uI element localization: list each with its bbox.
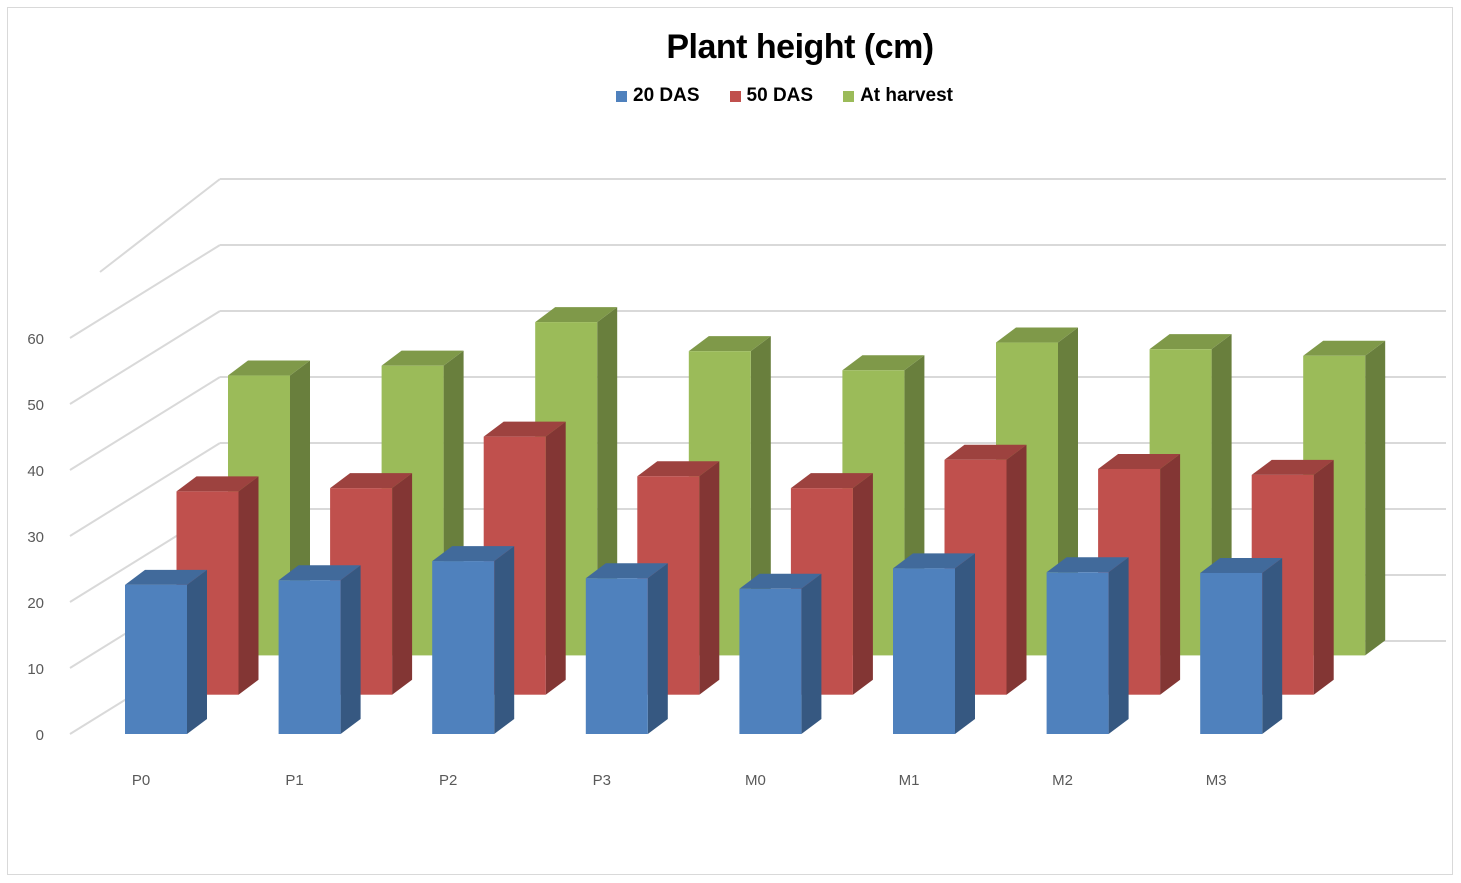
- bars: [125, 307, 1386, 734]
- bar-front: [125, 584, 187, 734]
- bar-side: [801, 573, 822, 734]
- bar-side: [1160, 453, 1181, 695]
- bar-top: [228, 360, 310, 376]
- bar-top: [330, 473, 413, 489]
- bar-top: [739, 573, 822, 589]
- bar-20-das-m3: [1200, 557, 1283, 734]
- bar-top: [842, 355, 925, 371]
- gridline-side-40: [69, 376, 221, 471]
- x-tick-label: M3: [1206, 772, 1227, 789]
- bar-20-das-p0: [125, 569, 207, 734]
- bar-top: [535, 307, 618, 323]
- bar-top: [1149, 334, 1232, 350]
- y-tick-label: 30: [27, 529, 44, 546]
- gridline-side-50: [69, 310, 221, 405]
- bar-side: [699, 461, 720, 695]
- legend-item-at-harvest: At harvest: [843, 85, 953, 107]
- legend-swatch-50-das: [729, 90, 741, 102]
- bar-20-das-p2: [432, 546, 515, 734]
- bar-20-das-p1: [278, 565, 361, 734]
- bar-side: [187, 569, 207, 734]
- chart-legend: 20 DAS 50 DAS At harvest: [616, 84, 983, 108]
- bar-top: [893, 553, 975, 569]
- bar-front: [1046, 572, 1109, 734]
- y-tick-label: 60: [27, 331, 44, 348]
- bar-front: [432, 561, 495, 734]
- bar-top: [381, 350, 464, 366]
- bar-side: [494, 546, 515, 734]
- bar-front: [585, 578, 648, 734]
- y-tick-label: 20: [27, 595, 44, 612]
- bar-top: [688, 336, 771, 352]
- gridline-side-60: [69, 244, 221, 339]
- bar-front: [893, 568, 955, 734]
- bar-top: [1098, 453, 1181, 469]
- y-tick-label: 10: [27, 661, 44, 678]
- bar-front: [739, 588, 802, 734]
- bar-20-das-m1: [893, 553, 975, 734]
- bar-20-das-m2: [1046, 557, 1129, 734]
- chart-title: Plant height (cm): [666, 28, 934, 66]
- x-tick-label: M0: [745, 772, 766, 789]
- gridline-side-top: [99, 178, 221, 273]
- legend-swatch-at-harvest: [843, 90, 855, 102]
- gridline-side-30: [69, 442, 221, 537]
- y-tick-label: 0: [36, 727, 44, 744]
- bar-side: [647, 563, 668, 734]
- bar-side: [1006, 444, 1027, 695]
- bar-side: [955, 553, 975, 734]
- bar-top: [432, 546, 515, 562]
- bar-top: [637, 461, 720, 477]
- bar-side: [1108, 557, 1129, 734]
- x-tick-label: P1: [285, 772, 303, 789]
- y-tick-label: 40: [27, 463, 44, 480]
- legend-label-at-harvest: At harvest: [860, 85, 953, 106]
- bar-front: [278, 580, 341, 734]
- x-tick-label: P0: [132, 772, 150, 789]
- legend-swatch-20-das: [616, 90, 627, 102]
- bar-side: [852, 473, 873, 695]
- bar-top: [944, 444, 1027, 460]
- bar-side: [1365, 340, 1386, 656]
- bar-top: [278, 565, 361, 581]
- legend-label-50-das: 50 DAS: [746, 85, 814, 106]
- bar-side: [340, 565, 361, 734]
- legend-item-20-das: 20 DAS: [616, 85, 700, 107]
- bar-20-das-p3: [585, 563, 668, 734]
- bar-top: [483, 421, 566, 437]
- bar-top: [1251, 459, 1334, 475]
- bar-top: [1303, 340, 1386, 356]
- bar-top: [996, 327, 1078, 343]
- x-tick-label: P3: [593, 772, 611, 789]
- bar-side: [392, 473, 413, 695]
- x-tick-label: M1: [899, 772, 920, 789]
- axis-labels: 0 10 20 30 40 50 60 P0 P1 P2 P3 M0 M1 M2 M3: [27, 331, 1226, 789]
- bar-side: [1313, 459, 1334, 695]
- y-tick-label: 50: [27, 397, 44, 414]
- bar-top: [1200, 557, 1283, 573]
- bar-top: [125, 569, 207, 585]
- legend-item-50-das: 50 DAS: [729, 85, 814, 107]
- bar-top: [585, 563, 668, 579]
- bar-front: [1200, 572, 1263, 734]
- bar-top: [1046, 557, 1129, 573]
- bar-50-das-m2: [1098, 453, 1181, 695]
- bar-top: [176, 476, 259, 492]
- bar-side: [1262, 557, 1283, 734]
- bar-top: [790, 473, 873, 489]
- bar-side: [238, 476, 259, 695]
- legend-label-20-das: 20 DAS: [633, 85, 700, 106]
- x-tick-label: P2: [439, 772, 457, 789]
- bar-20-das-m0: [739, 573, 822, 734]
- x-tick-label: M2: [1052, 772, 1073, 789]
- bar-side: [545, 421, 566, 695]
